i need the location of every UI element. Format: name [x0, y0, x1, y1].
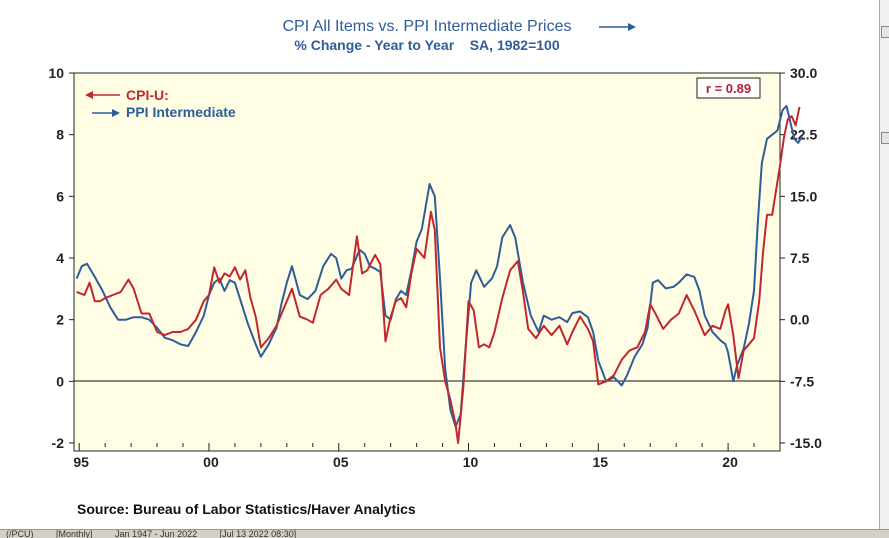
left-tick-label: 0 — [56, 373, 64, 389]
status-item: [Monthly] — [56, 529, 93, 538]
x-tick-label: 10 — [463, 454, 479, 470]
legend-ppi-label: PPI Intermediate — [126, 104, 236, 120]
status-item: [Jul 13 2022 08:30] — [219, 529, 297, 538]
status-bar: (/PCU) [Monthly] Jan 1947 - Jun 2022 [Ju… — [0, 529, 889, 538]
right-tick-label: 7.5 — [790, 250, 810, 266]
chart-subtitle: % Change - Year to Year SA, 1982=100 — [294, 37, 559, 53]
right-axis: 30.0 22.5 15.0 7.5 0.0 -7.5 -15.0 — [780, 65, 822, 451]
right-tick-label: 22.5 — [790, 127, 817, 143]
cpi-series-line — [76, 106, 801, 444]
x-tick-label: 20 — [722, 454, 738, 470]
legend-cpi-label: CPI-U: — [126, 87, 169, 103]
plot-area — [73, 72, 781, 452]
x-tick-label: 05 — [333, 454, 349, 470]
x-tick-label: 15 — [593, 454, 609, 470]
left-tick-label: 10 — [48, 65, 64, 81]
left-tick-label: 2 — [56, 312, 64, 328]
chart-title: CPI All Items vs. PPI Intermediate Price… — [283, 18, 572, 35]
left-tick-label: 6 — [56, 188, 64, 204]
left-tick-label: -2 — [52, 435, 65, 451]
toolbar-button[interactable] — [881, 132, 889, 144]
x-tick-label: 00 — [203, 454, 219, 470]
left-tick-label: 4 — [56, 250, 64, 266]
legend-arrow-right-icon — [92, 109, 120, 117]
x-axis: 95 00 05 10 15 20 — [73, 443, 781, 470]
correlation-box: r = 0.89 — [696, 77, 761, 99]
right-tick-label: 0.0 — [790, 312, 810, 328]
right-tick-label: -15.0 — [790, 435, 822, 451]
left-axis: 10 8 6 4 2 0 -2 — [48, 65, 74, 451]
status-item: Jan 1947 - Jun 2022 — [115, 529, 198, 538]
x-tick-label: 95 — [73, 454, 89, 470]
status-item: (/PCU) — [6, 529, 34, 538]
correlation-label: r = 0.89 — [706, 81, 751, 96]
left-tick-label: 8 — [56, 127, 64, 143]
legend-arrow-left-icon — [85, 91, 120, 99]
title-arrow-right-icon — [599, 23, 636, 31]
toolbar-button[interactable] — [881, 26, 889, 38]
right-tick-label: -7.5 — [790, 373, 814, 389]
right-toolbar — [879, 0, 889, 529]
series-layer — [75, 104, 803, 444]
right-tick-label: 15.0 — [790, 188, 817, 204]
right-tick-label: 30.0 — [790, 65, 817, 81]
source-note: Source: Bureau of Labor Statistics/Haver… — [77, 501, 416, 517]
legend: CPI-U: PPI Intermediate — [85, 87, 236, 120]
